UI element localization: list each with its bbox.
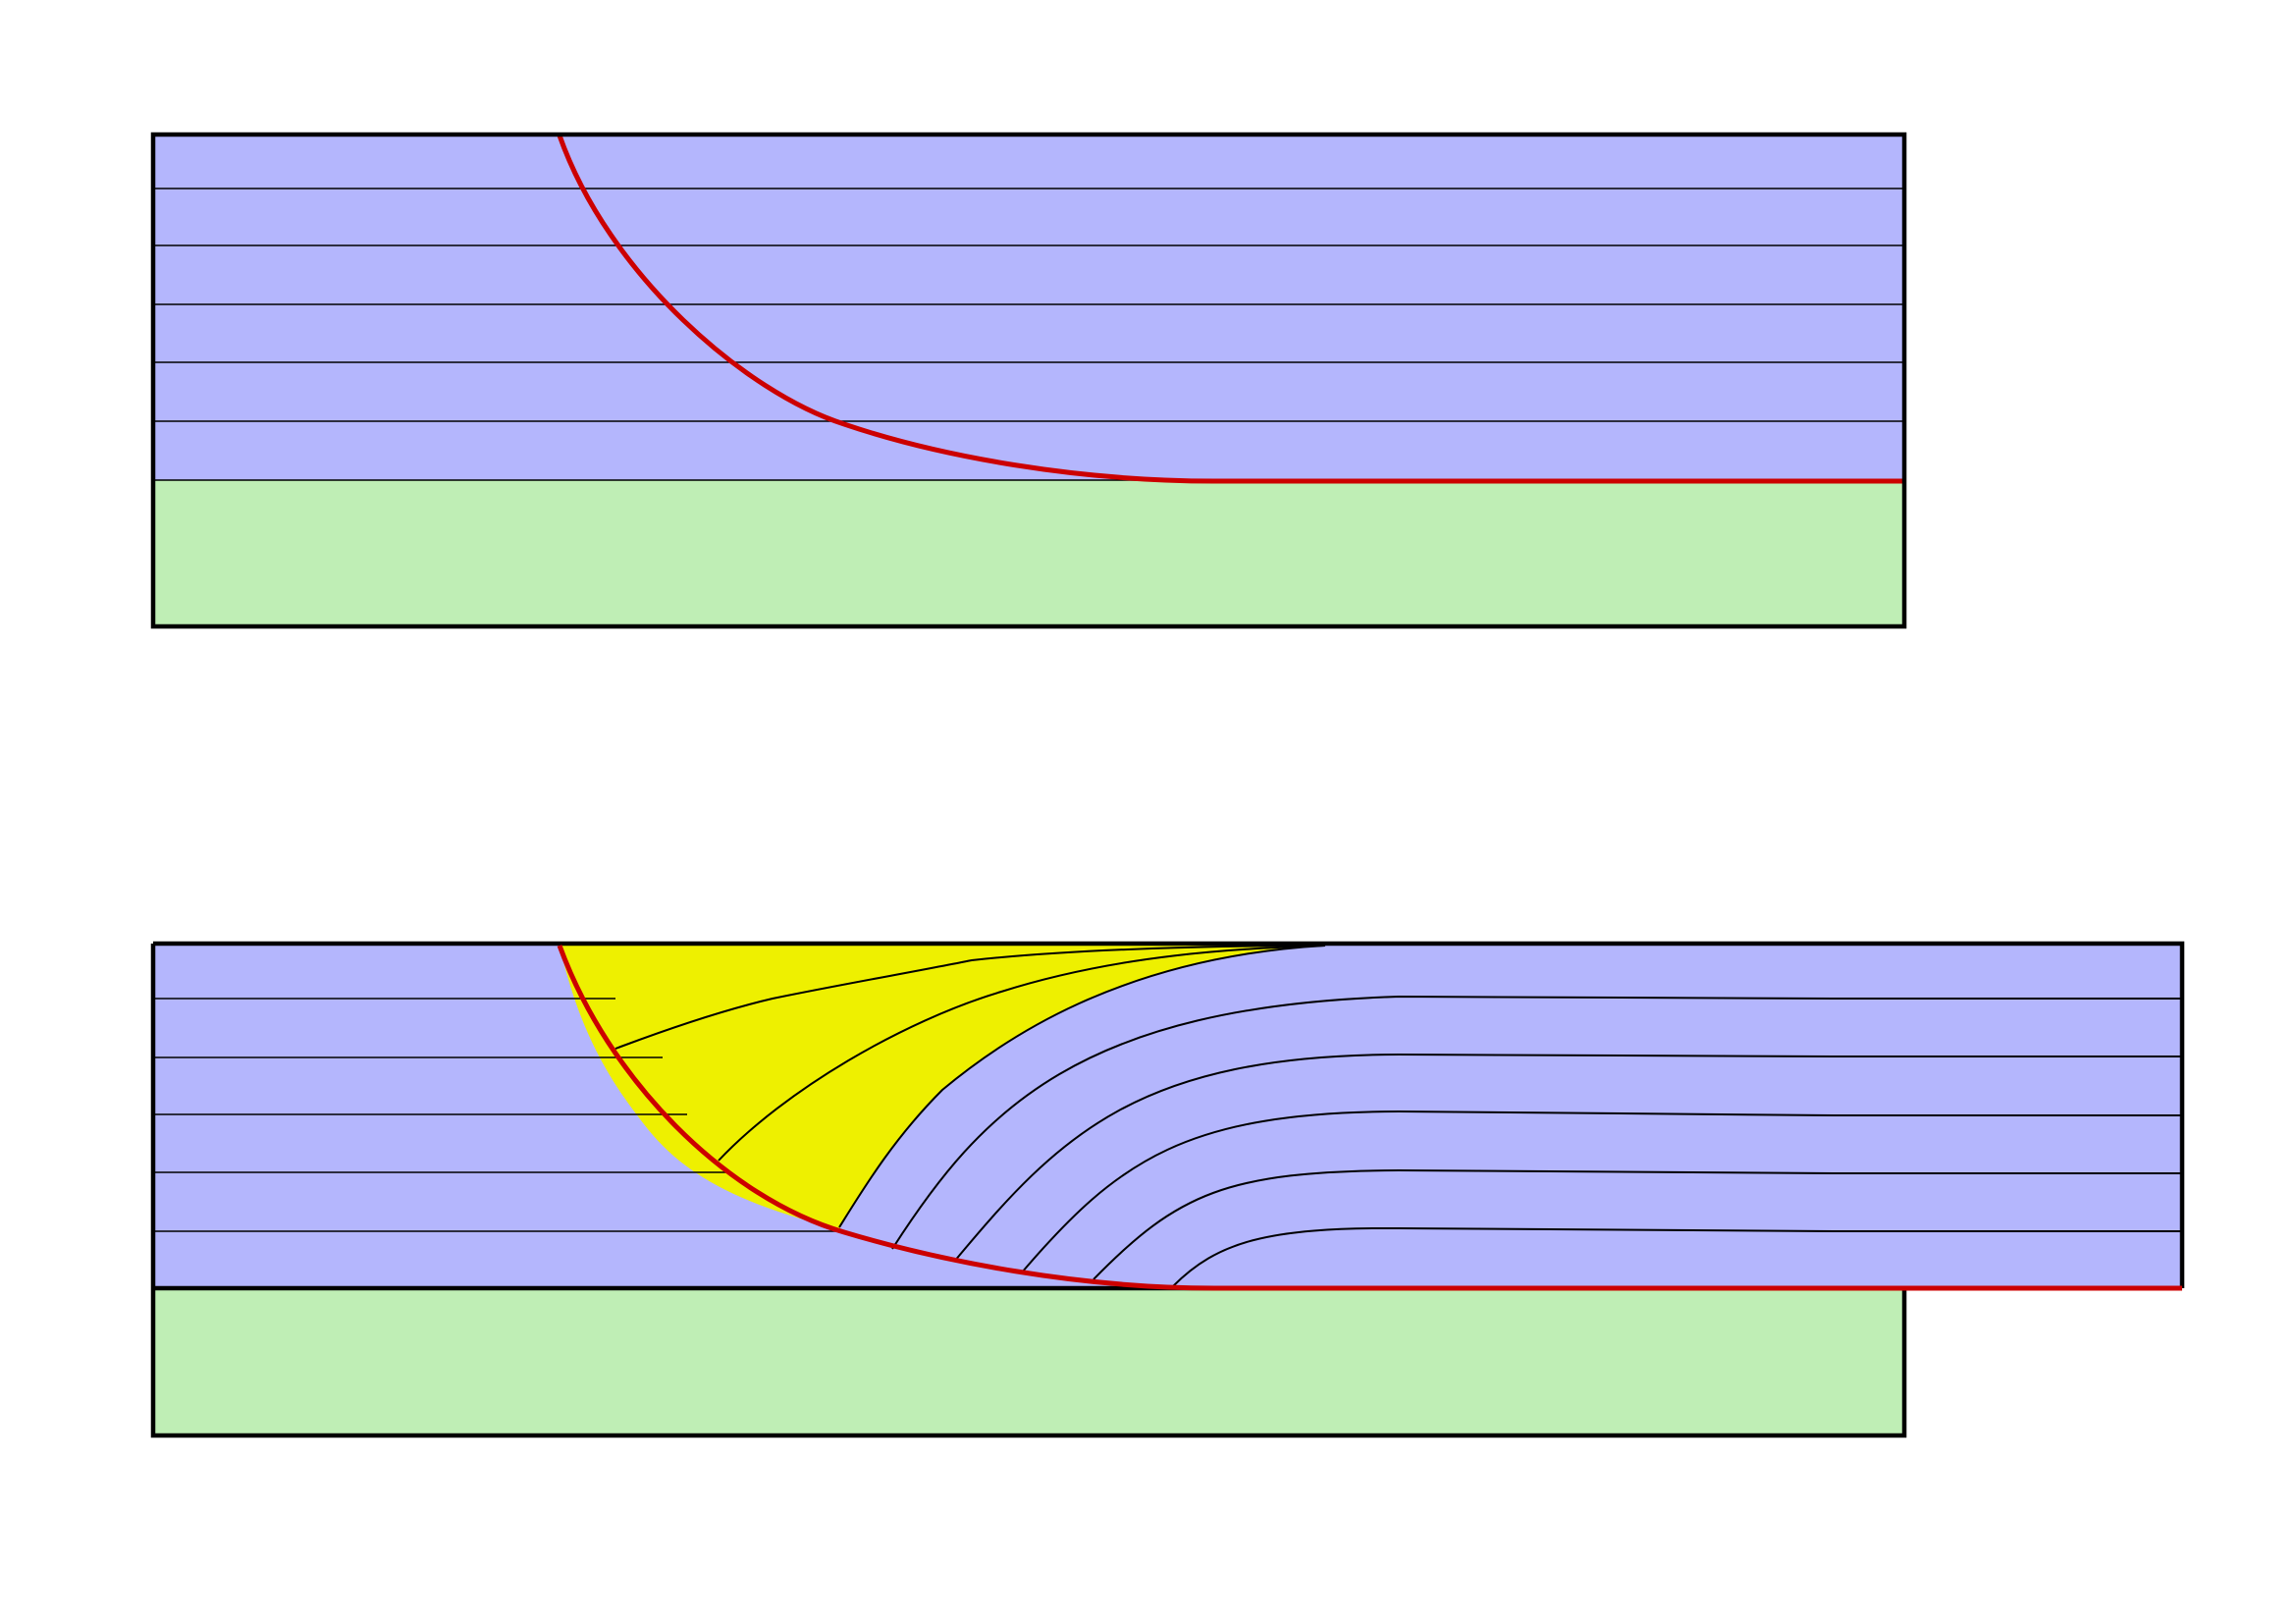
rollover-bed [1021,1110,2182,1273]
listric-fault [557,135,1904,484]
hangingwall-bedding [614,945,2182,1287]
rollover-bed [1093,1168,2182,1280]
rollover-bed [1172,1226,2182,1287]
footwall-bedding [153,998,844,1232]
section-after [150,941,2185,1438]
listric-fault [557,945,2182,1291]
growth-bed [614,945,1326,1050]
basement [153,1288,1904,1435]
rollover-bed [953,1053,2182,1263]
frame [150,941,2185,1438]
section-before [150,132,1907,629]
growth-bed [718,945,1326,1162]
basement [153,480,1904,626]
growth-wedge [560,946,1325,1229]
bedding [153,188,1904,481]
frame [150,132,1907,629]
strata [153,135,1904,480]
rollover-bed [891,995,2182,1250]
growth-bed [838,945,1326,1228]
